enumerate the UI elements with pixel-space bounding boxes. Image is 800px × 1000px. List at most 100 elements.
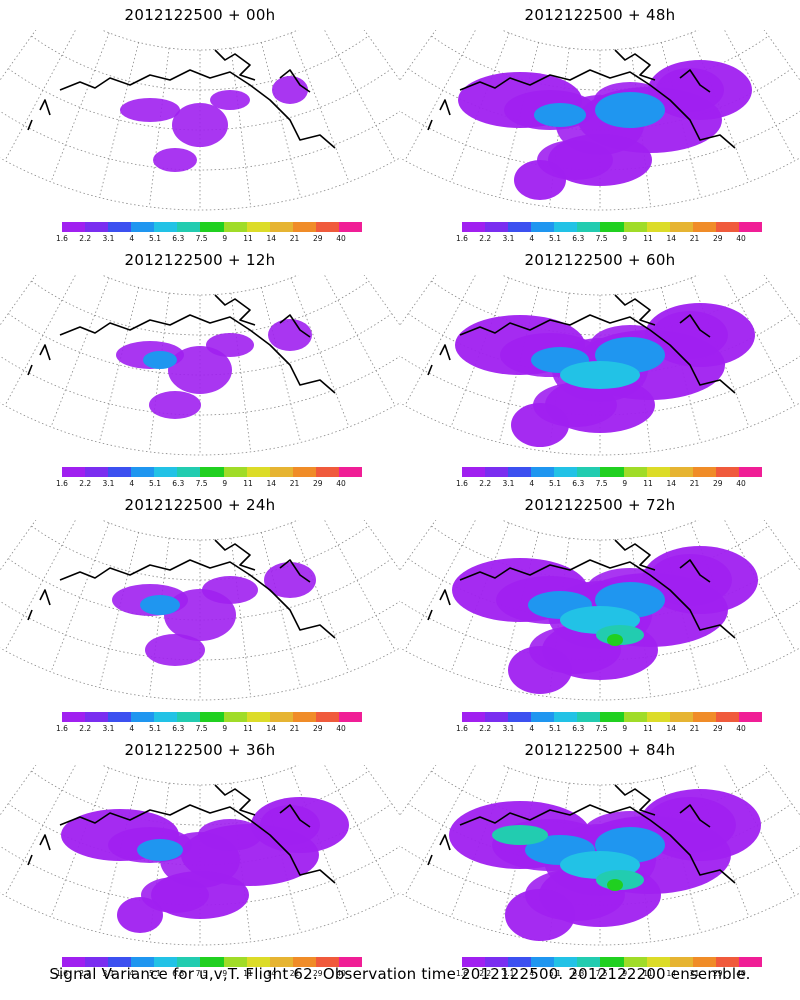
colorbar-tick-label: 29	[313, 234, 323, 243]
map-panel: 2012122500 + 72h 1.6 2.2 3.1 4 5.1 6.3 7.5 9 11 14…	[400, 490, 800, 735]
colorbar-swatch	[669, 957, 693, 967]
colorbar-tick-label: 6.3	[172, 969, 185, 978]
colorbar-tick-label: 2.2	[79, 724, 92, 733]
colorbar-tick-label: 21	[689, 234, 700, 243]
colorbar-swatch	[177, 467, 201, 477]
colorbar-tick-label: 2.2	[479, 724, 492, 733]
colorbar-tick-label: 1.6	[56, 724, 68, 733]
colorbar-tick-label: 7.5	[195, 969, 208, 978]
colorbar-tick-label: 9	[622, 969, 628, 978]
colorbar-swatch	[269, 222, 293, 232]
colorbar-tick-label: 9	[622, 479, 628, 488]
colorbar-swatch	[692, 957, 716, 967]
colorbar-swatch	[315, 467, 339, 477]
colorbar-swatch	[108, 467, 132, 477]
colorbar-swatch	[715, 467, 739, 477]
colorbar-swatch	[669, 222, 693, 232]
colorbar-swatch	[85, 712, 109, 722]
colorbar-swatch	[154, 712, 178, 722]
colorbar	[462, 222, 763, 232]
colorbar-tick-label: 6.3	[172, 479, 185, 488]
colorbar-tick-label: 11	[243, 479, 253, 488]
panel-title: 2012122500 + 00h	[124, 6, 276, 24]
colorbar-swatch	[669, 467, 693, 477]
colorbar-tick-label: 2.2	[479, 479, 492, 488]
colorbar-tick-label: 4	[129, 234, 135, 243]
colorbar-swatch	[223, 467, 247, 477]
colorbar-swatch	[131, 712, 155, 722]
colorbar	[62, 222, 363, 232]
colorbar-swatch	[554, 712, 578, 722]
colorbar-tick-label: 11	[643, 234, 653, 243]
colorbar-swatch	[669, 712, 693, 722]
colorbar-tick-label: 5.1	[549, 234, 561, 243]
colorbar-swatch	[531, 957, 555, 967]
colorbar-swatch	[62, 712, 86, 722]
colorbar-swatch	[246, 957, 270, 967]
colorbar-swatch	[531, 467, 555, 477]
colorbar-tick-label: 29	[313, 724, 323, 733]
colorbar-tick-label: 11	[243, 724, 253, 733]
colorbar-swatch	[462, 222, 486, 232]
colorbar	[62, 957, 363, 967]
colorbar-tick-label: 7.5	[195, 479, 208, 488]
colorbar-tick-label: 29	[713, 969, 723, 978]
map-panel: 2012122500 + 60h 1.6 2.2 3.1 4 5.1 6.3 7.5 9 11 14…	[400, 245, 800, 490]
colorbar-tick-label: 40	[736, 724, 746, 733]
colorbar-tick-label: 1.6	[456, 969, 468, 978]
colorbar-tick-label: 40	[736, 479, 746, 488]
colorbar-swatch	[508, 222, 532, 232]
colorbar-swatch	[646, 467, 670, 477]
colorbar	[462, 712, 763, 722]
colorbar-swatch	[292, 712, 316, 722]
colorbar-swatch	[508, 467, 532, 477]
colorbar-ticks: 1.6 2.2 3.1 4 5.1 6.3 7.5 9 11 14 21 29 40	[452, 234, 782, 244]
map-panel: 2012122500 + 36h 1.6 2.2 3.1 4 5.1 6.3 7.5 9 11 14…	[0, 735, 400, 980]
colorbar-tick-label: 29	[313, 969, 323, 978]
colorbar-tick-label: 11	[643, 479, 653, 488]
colorbar-ticks: 1.6 2.2 3.1 4 5.1 6.3 7.5 9 11 14 21 29 40	[452, 479, 782, 489]
colorbar-swatch	[577, 467, 601, 477]
colorbar-swatch	[62, 467, 86, 477]
colorbar-swatch	[692, 712, 716, 722]
colorbar-swatch	[623, 712, 647, 722]
colorbar-tick-label: 9	[222, 969, 228, 978]
colorbar-swatch	[715, 222, 739, 232]
colorbar-swatch	[577, 957, 601, 967]
colorbar-tick-label: 5.1	[149, 234, 161, 243]
colorbar-swatch	[692, 467, 716, 477]
colorbar-tick-label: 5.1	[149, 724, 161, 733]
colorbar-swatch	[200, 467, 224, 477]
colorbar-tick-label: 1.6	[56, 479, 68, 488]
colorbar	[462, 467, 763, 477]
colorbar-tick-label: 6.3	[572, 724, 585, 733]
colorbar-swatch	[715, 712, 739, 722]
colorbar-tick-label: 14	[666, 479, 677, 488]
colorbar-swatch	[154, 222, 178, 232]
colorbar-swatch	[508, 957, 532, 967]
colorbar-swatch	[600, 712, 624, 722]
colorbar-swatch	[600, 222, 624, 232]
colorbar-tick-label: 4	[129, 479, 135, 488]
colorbar-swatch	[223, 712, 247, 722]
colorbar-ticks: 1.6 2.2 3.1 4 5.1 6.3 7.5 9 11 14 21 29 40	[452, 969, 782, 979]
colorbar-ticks: 1.6 2.2 3.1 4 5.1 6.3 7.5 9 11 14 21 29 40	[52, 969, 382, 979]
colorbar-swatch	[338, 712, 363, 722]
colorbar	[462, 957, 763, 967]
colorbar-tick-label: 14	[666, 234, 677, 243]
colorbar-swatch	[623, 957, 647, 967]
colorbar-tick-label: 40	[736, 234, 746, 243]
colorbar-tick-label: 7.5	[595, 479, 608, 488]
polar-map	[0, 520, 400, 701]
colorbar-swatch	[85, 467, 109, 477]
colorbar-swatch	[223, 957, 247, 967]
colorbar-tick-label: 5.1	[149, 969, 161, 978]
colorbar-swatch	[292, 222, 316, 232]
colorbar-swatch	[508, 712, 532, 722]
colorbar-tick-label: 9	[622, 724, 628, 733]
colorbar-swatch	[85, 957, 109, 967]
polar-map	[0, 765, 400, 946]
colorbar-swatch	[646, 957, 670, 967]
colorbar-ticks: 1.6 2.2 3.1 4 5.1 6.3 7.5 9 11 14 21 29 40	[452, 724, 782, 734]
colorbar-swatch	[485, 222, 509, 232]
